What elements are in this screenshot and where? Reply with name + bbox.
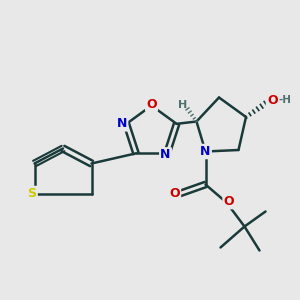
Text: N: N — [200, 145, 211, 158]
Text: O: O — [267, 94, 278, 107]
Text: O: O — [146, 98, 157, 111]
Text: S: S — [28, 187, 37, 200]
Text: H: H — [178, 100, 188, 110]
Text: -H: -H — [278, 95, 291, 105]
Text: N: N — [117, 117, 127, 130]
Text: O: O — [169, 187, 180, 200]
Text: O: O — [224, 195, 234, 208]
Text: N: N — [160, 148, 171, 161]
